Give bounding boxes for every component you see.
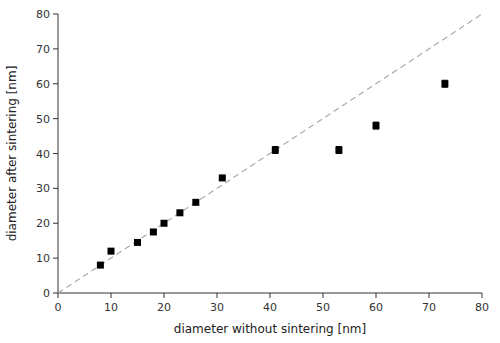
y-tick — [53, 223, 58, 224]
y-tick — [53, 118, 58, 119]
x-tick — [164, 293, 165, 298]
point — [108, 248, 115, 255]
x-tick-label: 10 — [104, 301, 118, 314]
point — [97, 262, 104, 269]
error-bar — [336, 147, 342, 154]
y-tick-label: 80 — [36, 8, 50, 21]
point — [161, 220, 168, 227]
point — [192, 199, 199, 206]
x-tick-label: 30 — [210, 301, 224, 314]
point — [441, 80, 448, 87]
x-tick — [270, 293, 271, 298]
x-tick-label: 60 — [369, 301, 383, 314]
x-tick — [482, 293, 483, 298]
y-tick — [53, 153, 58, 154]
plot-area — [58, 14, 482, 293]
x-tick — [58, 293, 59, 298]
reference-line — [58, 14, 482, 293]
y-tick — [53, 188, 58, 189]
point — [176, 209, 183, 216]
y-tick — [53, 48, 58, 49]
y-tick — [53, 293, 58, 294]
error-bar — [272, 147, 278, 154]
y-axis-label: diameter after sintering [nm] — [5, 66, 19, 242]
y-tick-label: 40 — [36, 148, 50, 161]
point — [335, 147, 342, 154]
y-tick-label: 60 — [36, 78, 50, 91]
y-tick-label: 70 — [36, 43, 50, 56]
point — [219, 174, 226, 181]
error-bar — [442, 80, 448, 87]
x-tick-label: 70 — [422, 301, 436, 314]
x-tick — [376, 293, 377, 298]
x-tick-label: 0 — [55, 301, 62, 314]
x-tick-label: 80 — [475, 301, 489, 314]
x-tick — [111, 293, 112, 298]
y-tick-label: 0 — [43, 287, 50, 300]
x-tick-label: 20 — [157, 301, 171, 314]
x-tick — [429, 293, 430, 298]
point — [150, 228, 157, 235]
chart: 0 10 20 30 40 50 60 70 80 0 10 20 30 40 50 60 70 80 diamet… — [0, 0, 500, 343]
x-tick-label: 40 — [263, 301, 277, 314]
point — [272, 147, 279, 154]
y-tick-label: 20 — [36, 217, 50, 230]
y-tick-label: 30 — [36, 182, 50, 195]
y-tick-label: 10 — [36, 252, 50, 265]
y-tick — [53, 258, 58, 259]
y-tick — [53, 83, 58, 84]
y-tick-label: 50 — [36, 113, 50, 126]
x-tick-label: 50 — [316, 301, 330, 314]
error-bar — [373, 122, 379, 129]
x-axis-label: diameter without sintering [nm] — [174, 322, 366, 336]
point — [373, 122, 380, 129]
y-tick — [53, 14, 58, 15]
x-tick — [217, 293, 218, 298]
point — [134, 239, 141, 246]
x-tick — [323, 293, 324, 298]
